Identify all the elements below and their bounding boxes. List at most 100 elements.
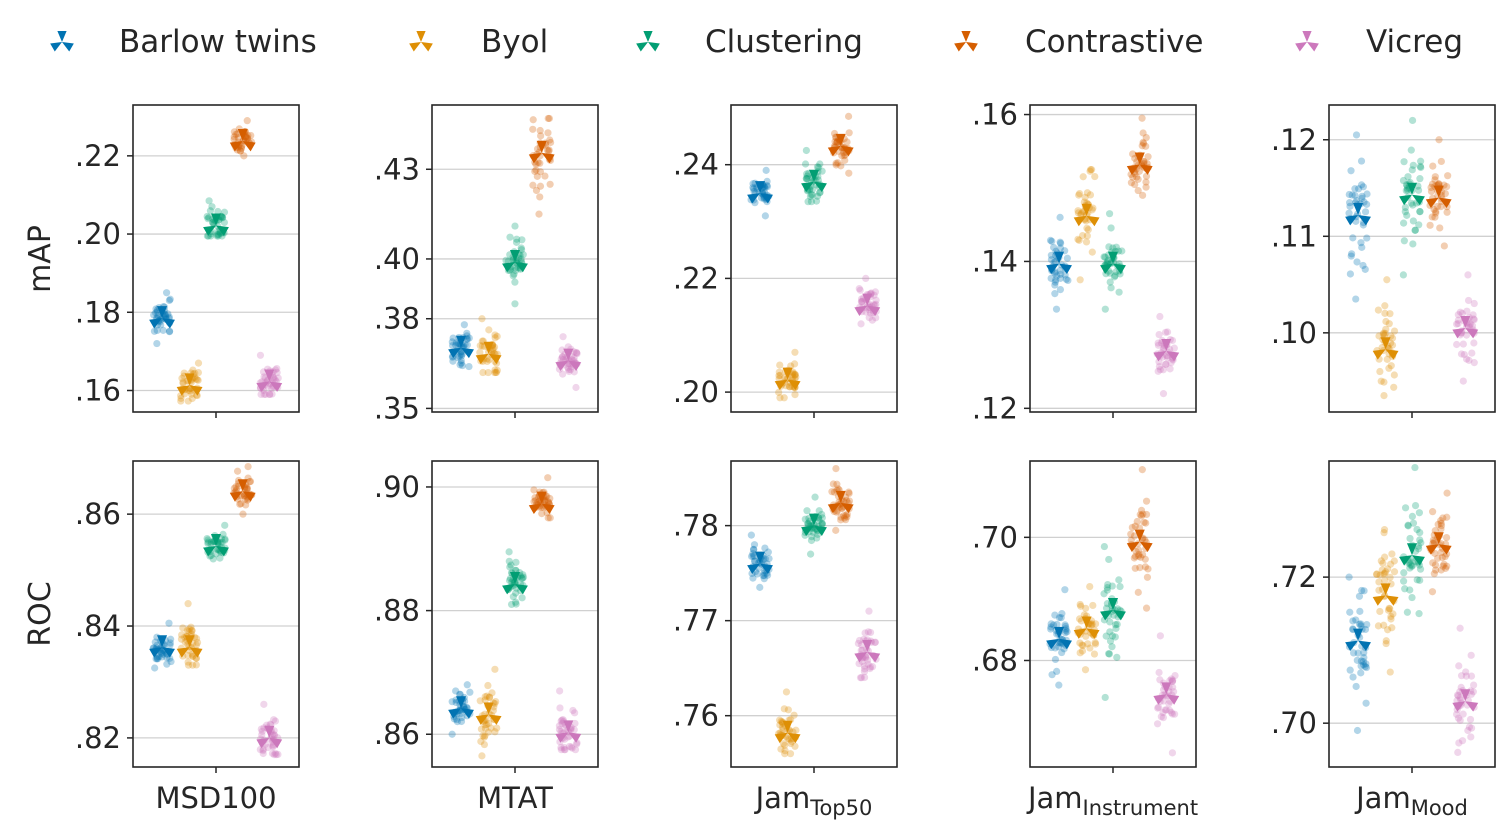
- data-point: [569, 706, 577, 715]
- data-point: [1466, 320, 1475, 328]
- data-point: [1467, 672, 1476, 680]
- data-point: [1169, 683, 1177, 691]
- data-point: [1406, 534, 1414, 543]
- data-point: [1362, 699, 1370, 707]
- data-point: [1384, 626, 1392, 634]
- data-point: [531, 494, 539, 502]
- data-point: [511, 222, 519, 230]
- data-point: [1142, 497, 1151, 505]
- data-point: [509, 593, 517, 601]
- data-point: [763, 181, 771, 190]
- data-point: [158, 653, 166, 661]
- data-point: [568, 744, 576, 752]
- data-point: [236, 147, 244, 155]
- data-point: [872, 296, 880, 304]
- data-point: [1453, 320, 1461, 328]
- data-point: [203, 212, 211, 221]
- data-point: [1441, 552, 1449, 561]
- y-tick-label: .84: [75, 609, 121, 643]
- data-point: [792, 726, 800, 734]
- data-point: [1441, 189, 1449, 198]
- data-point: [856, 286, 864, 294]
- data-point: [1100, 542, 1108, 551]
- data-point: [1380, 378, 1388, 386]
- data-point: [780, 394, 788, 402]
- data-point: [1056, 238, 1064, 246]
- data-point: [1465, 723, 1474, 731]
- data-point: [186, 387, 194, 395]
- data-point: [545, 114, 553, 123]
- y-tick-label: .12: [972, 391, 1018, 425]
- data-point: [1415, 610, 1423, 618]
- data-point: [505, 557, 513, 565]
- data-point: [1460, 350, 1468, 359]
- data-point: [1388, 550, 1396, 558]
- data-point: [449, 334, 457, 342]
- mean-marker: [256, 369, 283, 392]
- data-point: [571, 719, 579, 728]
- series-barlow-twins: [747, 531, 773, 591]
- data-point: [1082, 238, 1091, 246]
- data-point: [832, 526, 840, 534]
- data-point: [465, 362, 473, 371]
- data-point: [1361, 625, 1370, 634]
- data-point: [1075, 191, 1083, 199]
- data-point: [1413, 525, 1421, 534]
- data-point: [1076, 649, 1084, 657]
- data-point: [543, 146, 551, 154]
- data-point: [749, 184, 757, 192]
- data-point: [490, 343, 499, 351]
- y-tick-label: .86: [75, 497, 121, 531]
- data-point: [842, 511, 850, 520]
- data-point: [807, 191, 815, 199]
- data-point: [1159, 713, 1167, 722]
- data-point: [491, 665, 499, 673]
- data-point: [1374, 306, 1382, 314]
- data-point: [1411, 463, 1419, 472]
- data-point: [484, 728, 492, 736]
- data-point: [178, 374, 186, 382]
- data-point: [517, 255, 525, 263]
- data-point: [536, 159, 544, 167]
- data-point: [518, 574, 526, 582]
- data-point: [750, 185, 758, 193]
- mean-marker: [1399, 543, 1425, 566]
- data-point: [1467, 651, 1475, 659]
- data-point: [1130, 532, 1139, 540]
- data-point: [1454, 692, 1462, 700]
- data-point: [818, 520, 826, 528]
- data-point: [246, 477, 255, 486]
- data-point: [1388, 334, 1397, 342]
- data-point: [1349, 234, 1357, 242]
- y-tick-label: .10: [1271, 316, 1317, 350]
- data-point: [1131, 180, 1139, 189]
- data-point: [564, 366, 573, 374]
- data-point: [1108, 632, 1117, 640]
- data-point: [837, 516, 845, 524]
- data-point: [1156, 312, 1164, 321]
- data-point: [1112, 243, 1120, 251]
- data-point: [1429, 508, 1437, 516]
- data-point: [519, 573, 528, 581]
- data-point: [179, 378, 187, 386]
- data-point: [1352, 295, 1360, 303]
- data-point: [236, 147, 245, 155]
- data-point: [1381, 302, 1389, 310]
- data-point: [151, 638, 159, 646]
- data-point: [866, 663, 875, 671]
- data-point: [776, 721, 784, 729]
- legend-item-barlow-twins: Barlow twins: [50, 24, 317, 60]
- legend-label: Clustering: [705, 24, 863, 60]
- data-point: [833, 480, 841, 488]
- data-point: [830, 488, 839, 496]
- series-byol: [1073, 166, 1100, 284]
- data-point: [1469, 311, 1477, 319]
- data-point: [860, 662, 868, 670]
- panel-map-jamtop50: .20 .22 .24: [673, 104, 898, 418]
- data-point: [1132, 173, 1141, 181]
- series-clustering: [203, 197, 229, 240]
- data-point: [1049, 621, 1058, 629]
- data-point: [214, 230, 223, 238]
- data-point: [557, 717, 565, 725]
- data-point: [153, 339, 161, 348]
